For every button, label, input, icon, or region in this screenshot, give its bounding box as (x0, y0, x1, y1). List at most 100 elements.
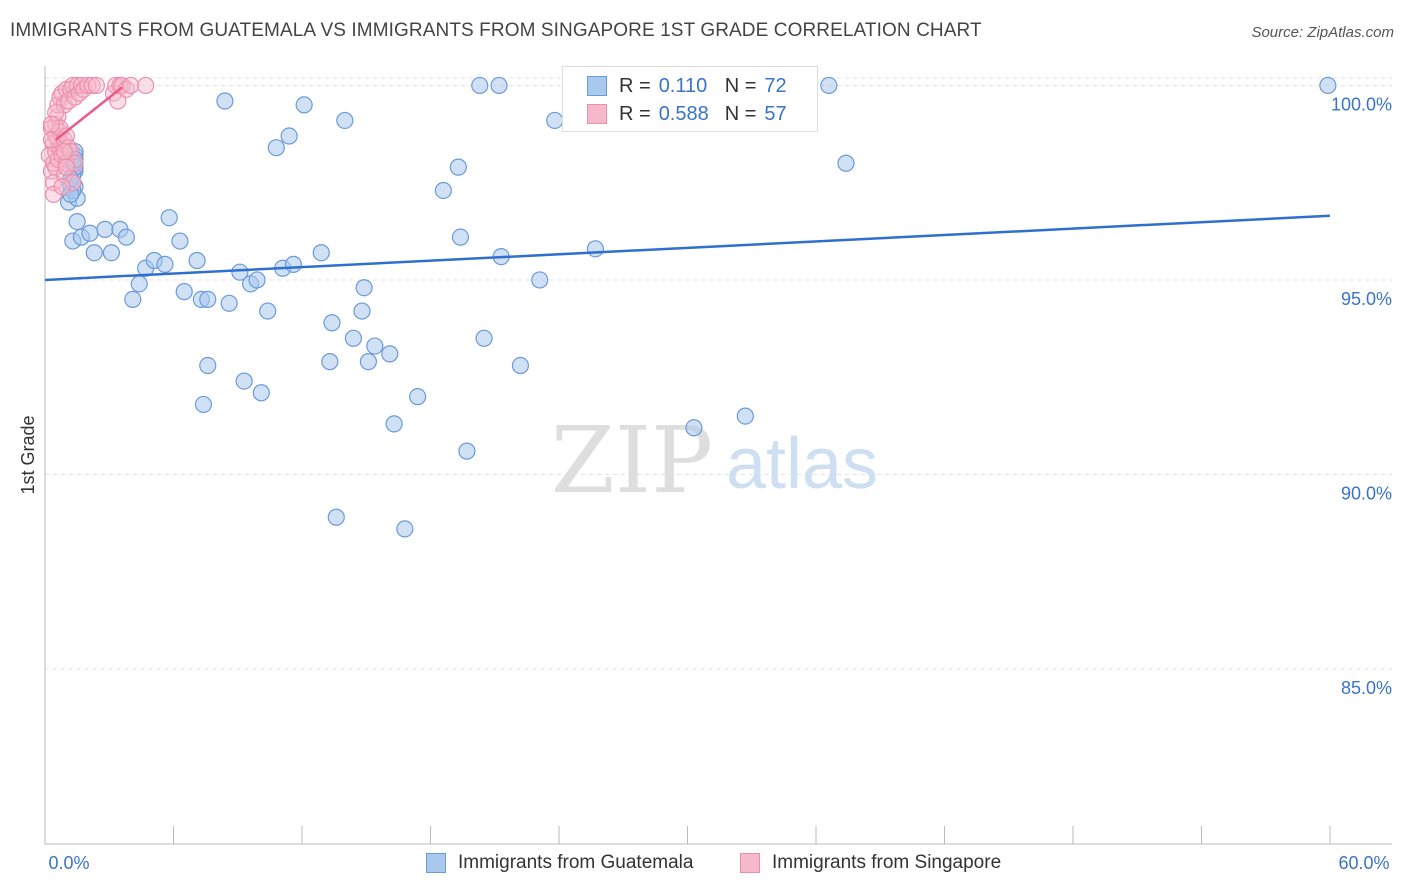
r-value: 0.110 (658, 74, 708, 97)
guatemala-point (117, 228, 135, 246)
guatemala-point (235, 372, 253, 390)
guatemala-point (220, 294, 238, 312)
guatemala-point (366, 337, 384, 355)
guatemala-point (336, 111, 354, 130)
guatemala-point (837, 154, 855, 172)
guatemala-point (96, 220, 114, 238)
guatemala-point (381, 345, 399, 363)
guatemala-point (267, 139, 285, 157)
guatemala-point (546, 111, 564, 130)
guatemala-point (199, 356, 217, 375)
guatemala-point (259, 302, 277, 320)
guatemala-point (736, 407, 754, 425)
guatemala-point (1319, 76, 1337, 95)
stats-legend-row-singapore: R = 0.588 N = 57 (587, 101, 830, 127)
watermark: ZIP atlas (551, 407, 878, 514)
guatemala-legend-swatch (426, 853, 446, 873)
guatemala-point (490, 76, 508, 95)
guatemala-point (85, 244, 103, 262)
guatemala-point (471, 76, 489, 95)
singapore-legend-label: Immigrants from Singapore (772, 852, 1002, 873)
guatemala-point (327, 508, 345, 526)
legend-item-singapore[interactable]: Immigrants from Singapore (740, 852, 1001, 874)
singapore-point (83, 76, 101, 95)
r-value: 0.588 (658, 102, 709, 125)
y-tick-label: 100.0% (1331, 94, 1392, 114)
guatemala-point (312, 244, 330, 262)
trend-lines (44, 86, 1331, 282)
guatemala-point (451, 228, 470, 246)
guatemala-point (199, 290, 217, 308)
guatemala-point (160, 209, 178, 227)
guatemala-point (685, 419, 703, 437)
guatemala-point (284, 255, 303, 273)
guatemala-point (344, 329, 362, 347)
r-label: R = (619, 74, 651, 97)
guatemala-point (409, 388, 427, 406)
guatemala-point (820, 76, 838, 95)
n-value: 72 (764, 74, 787, 97)
singapore-point (64, 174, 82, 192)
singapore-point (57, 158, 76, 176)
singapore-point (87, 76, 106, 95)
source-label: Source: ZipAtlas.com (1251, 24, 1394, 41)
guatemala-point (156, 255, 174, 273)
x-tick-label: 0.0% (48, 853, 89, 873)
singapore-trend-line (54, 86, 123, 141)
guatemala-point (353, 302, 371, 320)
guatemala-legend-label: Immigrants from Guatemala (458, 852, 694, 873)
guatemala-point (586, 240, 605, 258)
guatemala-point (434, 181, 452, 200)
n-value: 57 (764, 102, 787, 125)
singapore-points (40, 76, 155, 203)
guatemala-point (280, 127, 298, 145)
guatemala-point (323, 314, 341, 332)
guatemala-point (102, 244, 120, 262)
x-tick-label: 60.0% (1338, 853, 1389, 873)
guatemala-point (175, 283, 193, 301)
stats-legend-row-guatemala: R = 0.110 N = 72 (587, 73, 830, 99)
guatemala-point (252, 384, 270, 402)
guatemala-point (194, 395, 213, 414)
guatemala-point (321, 353, 339, 371)
singapore-swatch (587, 104, 607, 124)
guatemala-point (511, 356, 530, 375)
legend-item-guatemala[interactable]: Immigrants from Guatemala (426, 852, 693, 874)
guatemala-point (396, 520, 414, 538)
guatemala-point (385, 415, 403, 433)
guatemala-trend-line (44, 214, 1331, 282)
guatemala-point (130, 275, 148, 293)
singapore-point (53, 177, 71, 196)
guatemala-point (81, 224, 99, 242)
guatemala-point (531, 271, 549, 289)
guatemala-point (216, 92, 234, 110)
guatemala-point (124, 290, 142, 308)
singapore-point (66, 154, 84, 172)
guatemala-points (59, 76, 1337, 538)
guatemala-point (295, 96, 313, 114)
guatemala-point (458, 442, 476, 460)
singapore-point (137, 76, 155, 95)
stats-legend: R = 0.110 N = 72 R = 0.588 N = 57 (562, 66, 818, 132)
y-tick-label: 95.0% (1341, 289, 1392, 309)
guatemala-swatch (587, 76, 607, 96)
axis-layer: 100.0% 95.0% 90.0% 85.0% 0.0% 60.0% (44, 66, 1392, 873)
guatemala-point (188, 251, 206, 270)
chart-title: IMMIGRANTS FROM GUATEMALA VS IMMIGRANTS … (10, 20, 982, 41)
guatemala-point (231, 263, 249, 281)
y-tick-label: 85.0% (1341, 678, 1392, 698)
y-axis-label: 1st Grade (18, 415, 38, 494)
guatemala-point (171, 232, 189, 250)
guatemala-point (355, 279, 373, 297)
singapore-legend-swatch (740, 853, 760, 873)
guatemala-point (248, 271, 266, 289)
singapore-point (122, 76, 140, 95)
guatemala-point (359, 353, 377, 371)
watermark-atlas: atlas (726, 424, 878, 504)
r-label: R = (619, 102, 651, 125)
singapore-point (55, 142, 73, 161)
y-tick-label: 90.0% (1341, 483, 1392, 503)
guatemala-point (449, 158, 467, 176)
n-label: N = (724, 102, 757, 125)
